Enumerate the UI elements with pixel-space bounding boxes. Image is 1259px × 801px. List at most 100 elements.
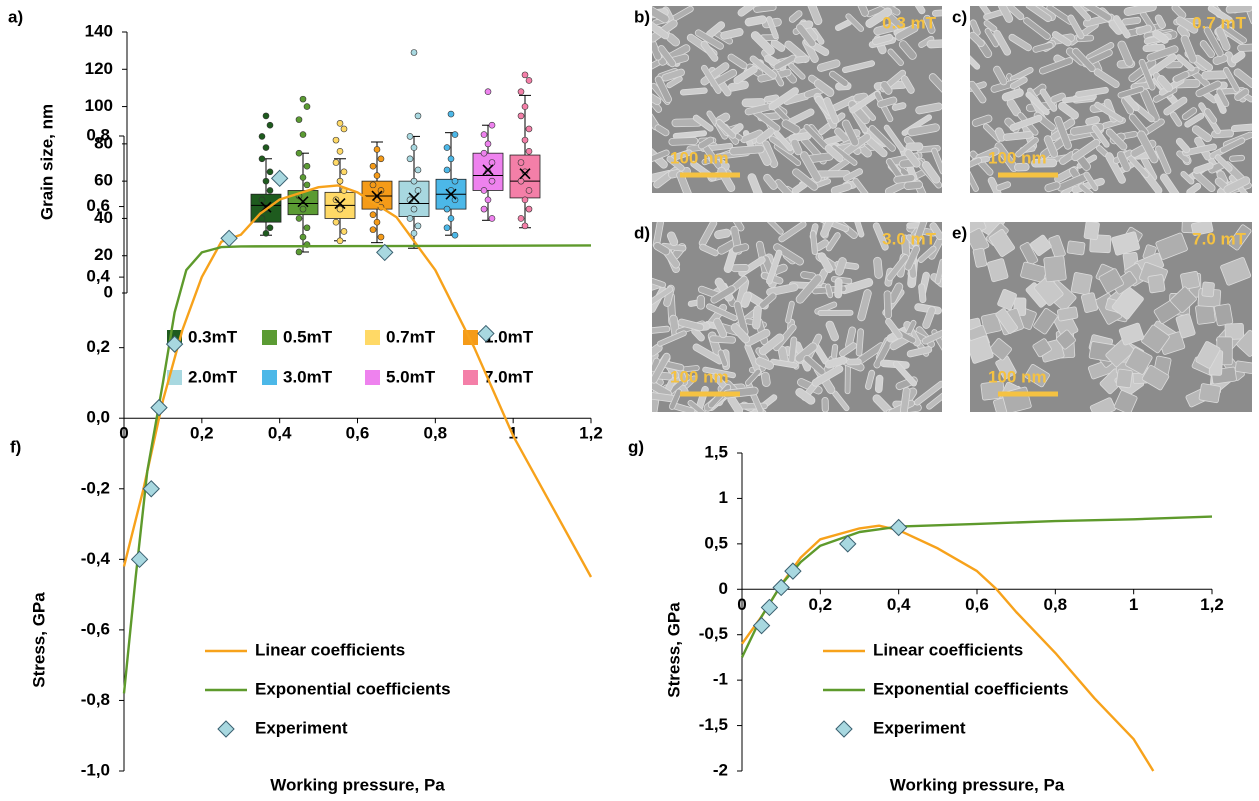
grain bbox=[834, 257, 847, 276]
grain bbox=[1025, 91, 1050, 116]
grain bbox=[970, 50, 981, 70]
grain bbox=[1146, 45, 1179, 62]
grain bbox=[1067, 6, 1092, 22]
grain bbox=[1122, 150, 1150, 178]
grain bbox=[1230, 123, 1252, 133]
grain bbox=[857, 289, 872, 322]
data-point bbox=[517, 215, 525, 222]
grain bbox=[809, 230, 818, 256]
grain bbox=[795, 274, 823, 304]
data-point bbox=[165, 335, 184, 353]
grain bbox=[1214, 303, 1234, 327]
grain bbox=[1098, 268, 1124, 294]
y-tick-label: 20 bbox=[94, 245, 113, 264]
x-tick-label: 0,6 bbox=[346, 424, 370, 443]
data-point bbox=[336, 237, 344, 245]
grain bbox=[1142, 43, 1166, 52]
data-point bbox=[406, 155, 414, 163]
grain bbox=[697, 136, 715, 150]
grain bbox=[1152, 29, 1169, 44]
grain bbox=[717, 349, 729, 367]
y-tick-label: 120 bbox=[85, 59, 113, 78]
grain bbox=[1116, 150, 1131, 172]
y-tick-label: 140 bbox=[85, 21, 113, 40]
grain bbox=[900, 75, 915, 94]
grain bbox=[855, 6, 869, 17]
data-point bbox=[295, 215, 303, 222]
data-point bbox=[521, 222, 529, 230]
grain bbox=[1198, 383, 1221, 404]
grain bbox=[904, 149, 921, 168]
grain bbox=[1030, 234, 1052, 257]
grain bbox=[1190, 222, 1214, 236]
legend-label: Exponential coefficients bbox=[255, 679, 451, 698]
grain bbox=[972, 247, 988, 268]
data-point bbox=[521, 168, 529, 176]
grain bbox=[1128, 113, 1149, 136]
grain bbox=[834, 277, 843, 299]
grain bbox=[652, 352, 671, 384]
grain bbox=[729, 222, 745, 232]
y-axis-title: Grain size, nm bbox=[37, 104, 56, 220]
grain bbox=[749, 55, 777, 79]
data-point bbox=[336, 148, 344, 155]
data-point bbox=[377, 233, 385, 241]
grain bbox=[824, 356, 848, 369]
grain bbox=[970, 170, 979, 192]
data-point bbox=[480, 205, 488, 213]
mean-marker bbox=[482, 164, 494, 176]
grain bbox=[929, 222, 942, 241]
series-line bbox=[740, 515, 1213, 658]
data-point bbox=[484, 168, 492, 176]
grain bbox=[657, 45, 677, 68]
grain bbox=[846, 358, 862, 366]
grain bbox=[1224, 323, 1245, 340]
grain bbox=[1123, 6, 1157, 16]
grain bbox=[1175, 16, 1199, 34]
legend-label: Exponential coefficients bbox=[873, 679, 1069, 698]
data-point bbox=[406, 215, 414, 222]
x-tick-label: 0,4 bbox=[887, 595, 911, 614]
grain bbox=[934, 258, 942, 285]
grain bbox=[738, 402, 768, 410]
grain bbox=[696, 294, 706, 310]
grain bbox=[713, 317, 728, 339]
grain bbox=[778, 222, 807, 243]
data-point bbox=[889, 518, 908, 537]
grain bbox=[679, 87, 708, 96]
data-point bbox=[142, 480, 160, 498]
panel-label: a) bbox=[8, 7, 23, 26]
data-point bbox=[373, 146, 381, 153]
grain bbox=[1081, 6, 1112, 22]
grain bbox=[907, 123, 940, 137]
grain bbox=[727, 53, 748, 70]
data-point bbox=[517, 159, 525, 166]
mean-marker bbox=[334, 197, 346, 210]
grain bbox=[1023, 17, 1051, 41]
grain bbox=[931, 9, 942, 17]
grain bbox=[700, 40, 719, 62]
grain bbox=[692, 114, 714, 132]
grain bbox=[720, 28, 744, 40]
grain bbox=[915, 102, 942, 115]
grain bbox=[730, 264, 750, 273]
data-point bbox=[332, 159, 340, 166]
grain bbox=[806, 6, 823, 26]
data-point bbox=[266, 121, 274, 129]
legend-label: Experiment bbox=[873, 718, 966, 737]
grain bbox=[817, 252, 833, 274]
data-point bbox=[525, 77, 533, 84]
grain bbox=[788, 10, 803, 23]
grain bbox=[988, 229, 1015, 257]
grain bbox=[1009, 114, 1043, 132]
grain bbox=[1015, 136, 1039, 158]
y-tick-label: 0,6 bbox=[86, 196, 110, 215]
grain bbox=[1182, 143, 1217, 157]
grain bbox=[652, 90, 662, 106]
grain bbox=[773, 130, 794, 152]
y-tick-label: 0,0 bbox=[86, 408, 110, 427]
data-point bbox=[262, 230, 270, 237]
data-point bbox=[839, 535, 857, 553]
grain bbox=[1236, 329, 1252, 357]
